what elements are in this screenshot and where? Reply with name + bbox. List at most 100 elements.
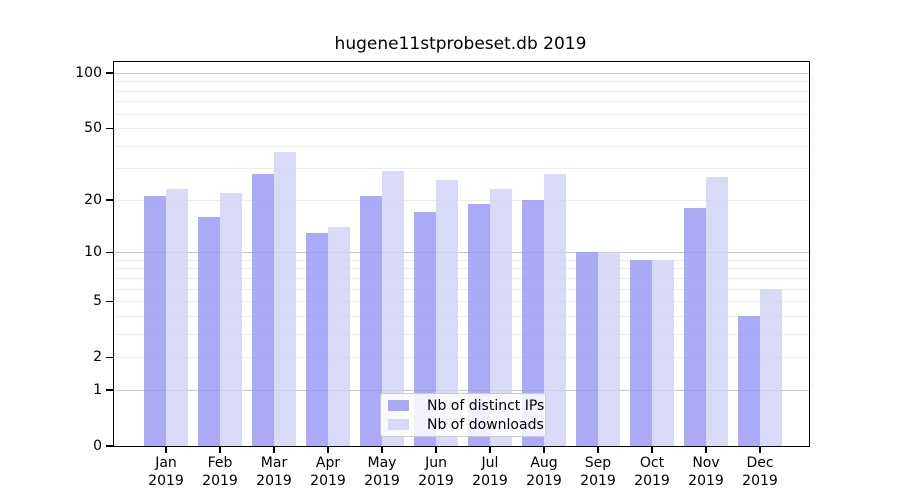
x-tick-label-may: May 2019 xyxy=(342,454,422,490)
gridline-major xyxy=(114,73,809,74)
x-tick-month: Jul xyxy=(481,455,499,471)
gridline-major xyxy=(114,252,809,254)
x-tick-label-jul: Jul 2019 xyxy=(450,454,530,490)
x-tick-label-jan: Jan 2019 xyxy=(126,454,206,490)
plot-area: Nb of distinct IPs Nb of downloads Jan 20… xyxy=(75,61,810,489)
legend: Nb of distinct IPs Nb of downloads xyxy=(380,393,546,437)
x-tick-label-apr: Apr 2019 xyxy=(288,454,368,490)
gridline-minor xyxy=(114,301,809,303)
y-tick-mark xyxy=(105,356,113,358)
x-tick-month: Aug xyxy=(530,455,558,471)
y-tick-label-0: 0 xyxy=(93,438,102,454)
bar-downloads-mar xyxy=(274,152,296,446)
x-tick-mark xyxy=(327,447,329,453)
gridline-minor xyxy=(114,199,809,201)
bar-distinct-ips-jan xyxy=(144,196,166,446)
x-tick-month: Sep xyxy=(584,455,612,471)
x-tick-mark xyxy=(597,447,599,453)
x-tick-label-jun: Jun 2019 xyxy=(396,454,476,490)
gridline-minor xyxy=(114,90,809,92)
x-tick-month: Dec xyxy=(746,455,774,471)
y-tick-label-50: 50 xyxy=(84,120,102,137)
x-tick-month: Apr xyxy=(315,455,341,471)
gridline-minor xyxy=(114,288,809,290)
x-tick-mark xyxy=(435,447,437,453)
x-tick-label-mar: Mar 2019 xyxy=(234,454,314,490)
x-tick-year: 2019 xyxy=(202,473,238,489)
bar-distinct-ips-oct xyxy=(630,259,652,446)
bar-downloads-jun xyxy=(436,179,458,446)
y-tick-mark xyxy=(105,389,113,391)
x-tick-year: 2019 xyxy=(256,473,292,489)
x-tick-month: May xyxy=(367,455,397,471)
y-tick-label-20: 20 xyxy=(84,191,102,208)
legend-item-downloads: Nb of downloads xyxy=(388,417,544,433)
y-tick-mark xyxy=(105,199,113,201)
gridline-minor xyxy=(114,357,809,359)
legend-swatch-downloads xyxy=(388,419,409,430)
x-tick-label-nov: Nov 2019 xyxy=(666,454,746,490)
bar-downloads-may xyxy=(382,171,404,446)
x-tick-mark xyxy=(705,447,707,453)
gridline-minor xyxy=(114,101,809,103)
x-tick-mark xyxy=(381,447,383,453)
x-tick-mark xyxy=(489,447,491,453)
x-tick-year: 2019 xyxy=(526,473,562,489)
x-tick-year: 2019 xyxy=(148,473,184,489)
x-tick-year: 2019 xyxy=(472,473,508,489)
x-tick-label-sep: Sep 2019 xyxy=(558,454,638,490)
gridline-minor xyxy=(114,315,809,317)
x-tick-mark xyxy=(759,447,761,453)
bar-downloads-aug xyxy=(544,173,566,446)
x-tick-month: Feb xyxy=(207,455,233,471)
x-tick-mark xyxy=(273,447,275,453)
bar-distinct-ips-feb xyxy=(198,217,220,446)
x-tick-label-dec: Dec 2019 xyxy=(720,454,800,490)
y-tick-label-2: 2 xyxy=(93,349,102,366)
x-tick-month: Nov xyxy=(692,455,720,471)
bar-distinct-ips-apr xyxy=(306,232,328,446)
x-tick-year: 2019 xyxy=(310,473,346,489)
y-tick-mark xyxy=(105,127,113,129)
bar-distinct-ips-may xyxy=(360,196,382,446)
x-tick-year: 2019 xyxy=(418,473,454,489)
bar-downloads-nov xyxy=(706,176,728,446)
y-tick-mark xyxy=(105,445,113,447)
bar-distinct-ips-sep xyxy=(576,252,598,446)
y-tick-label-5: 5 xyxy=(93,293,102,310)
gridline-major xyxy=(114,389,809,391)
x-tick-label-oct: Oct 2019 xyxy=(612,454,692,490)
x-tick-mark xyxy=(219,447,221,453)
bar-downloads-jul xyxy=(490,189,512,446)
gridline-minor xyxy=(114,81,809,83)
x-tick-mark xyxy=(651,447,653,453)
x-tick-mark xyxy=(543,447,545,453)
bar-downloads-jan xyxy=(166,189,188,446)
legend-label-distinct-ips: Nb of distinct IPs xyxy=(427,397,545,414)
bar-distinct-ips-jun xyxy=(414,212,436,446)
y-tick-mark xyxy=(105,72,113,74)
gridline-minor xyxy=(114,145,809,147)
bar-downloads-oct xyxy=(652,259,674,446)
bar-downloads-sep xyxy=(598,252,620,446)
x-tick-label-feb: Feb 2019 xyxy=(180,454,260,490)
x-tick-year: 2019 xyxy=(364,473,400,489)
x-tick-year: 2019 xyxy=(634,473,670,489)
legend-item-distinct-ips: Nb of distinct IPs xyxy=(388,398,544,414)
gridline-minor xyxy=(114,277,809,279)
gridline-minor xyxy=(114,113,809,115)
y-tick-label-1: 1 xyxy=(93,381,102,398)
chart-title: hugene11stprobeset.db 2019 xyxy=(334,34,587,54)
bar-downloads-feb xyxy=(220,192,242,446)
x-tick-year: 2019 xyxy=(742,473,778,489)
gridline-minor xyxy=(114,333,809,335)
y-tick-label-10: 10 xyxy=(84,244,102,261)
x-tick-month: Mar xyxy=(260,455,288,471)
bar-downloads-apr xyxy=(328,227,350,446)
y-tick-label-100: 100 xyxy=(75,65,102,81)
bar-downloads-dec xyxy=(760,288,782,446)
y-tick-mark xyxy=(105,251,113,253)
x-tick-month: Oct xyxy=(639,455,665,471)
x-tick-label-aug: Aug 2019 xyxy=(504,454,584,490)
